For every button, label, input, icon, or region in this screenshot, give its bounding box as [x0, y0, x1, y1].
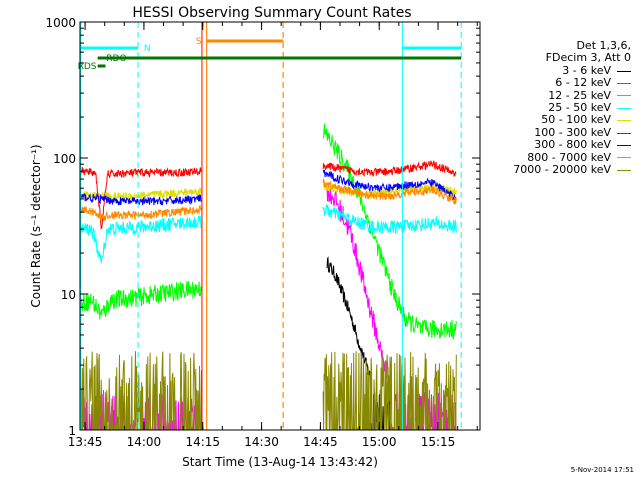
legend-swatch — [617, 120, 631, 122]
legend-entry: 7000 - 20000 keV — [505, 163, 635, 177]
legend-swatch — [617, 144, 631, 146]
legend-swatch — [617, 169, 631, 171]
legend-entry-label: 7000 - 20000 keV — [513, 163, 611, 177]
series-800-7000-keVkev — [79, 177, 457, 222]
legend-swatch — [617, 107, 631, 109]
series-line — [79, 193, 202, 206]
legend-entry-label: 25 - 50 keV — [548, 101, 611, 115]
legend-entry: 12 - 25 keV — [505, 88, 635, 102]
legend-entry-label: 6 - 12 keV — [555, 76, 611, 90]
legend-entry: 3 - 6 keV — [505, 63, 635, 77]
x-axis-label: Start Time (13-Aug-14 13:43:42) — [182, 455, 378, 469]
series-25-50-keVkev — [79, 204, 457, 264]
legend-entry-label: 50 - 100 keV — [541, 113, 611, 127]
x-tick-label: 14:45 — [303, 435, 338, 449]
legend-swatch — [617, 95, 631, 97]
legend-entry: 25 - 50 keV — [505, 101, 635, 115]
legend-entry-label: 12 - 25 keV — [548, 88, 611, 102]
legend-entry: 6 - 12 keV — [505, 76, 635, 90]
legend: Det 1,3,6, FDecim 3, Att 0 3 - 6 keV 6 - … — [505, 39, 635, 177]
legend-swatch — [617, 132, 631, 134]
series-3-6-keVkev — [326, 256, 391, 431]
series-line — [326, 256, 391, 431]
series-line — [79, 281, 202, 320]
series-line — [79, 204, 202, 222]
series-line — [79, 215, 202, 264]
flag-label-s: S — [196, 37, 202, 47]
y-tick-label: 10 — [61, 288, 76, 302]
y-tick-label: 1000 — [45, 16, 76, 30]
x-tick-label: 15:00 — [362, 435, 397, 449]
legend-entry-label: 300 - 800 keV — [534, 138, 611, 152]
x-tick-label: 14:00 — [127, 435, 162, 449]
legend-entry-label: 100 - 300 keV — [534, 125, 611, 139]
flag-label-rdo: RDO — [106, 54, 126, 64]
date-stamp: 5-Nov-2014 17:51 — [570, 466, 634, 474]
legend-swatch — [617, 82, 631, 84]
legend-entry: 50 - 100 keV — [505, 114, 635, 126]
legend-swatch — [617, 70, 631, 72]
legend-header-1: Det 1,3,6, — [576, 39, 631, 52]
legend-entry: 800 - 7000 keV — [505, 150, 635, 164]
legend-swatch — [617, 157, 631, 159]
series-line — [322, 177, 457, 205]
legend-header-2: FDecim 3, Att 0 — [545, 51, 631, 65]
y-tick-label: 1 — [68, 424, 76, 438]
x-tick-label: 14:30 — [244, 435, 279, 449]
legend-entry: 100 - 300 keV — [505, 125, 635, 139]
plot-frame — [79, 21, 481, 431]
legend-entry-label: 800 - 7000 keV — [527, 150, 611, 164]
series-line — [322, 204, 457, 235]
flag-label-rds: RDS — [78, 62, 97, 72]
series-300-800-keVkev — [79, 169, 457, 206]
legend-entry-label: 3 - 6 keV — [562, 63, 611, 77]
series-line — [79, 351, 202, 431]
series-line — [322, 169, 457, 203]
series-line — [322, 159, 457, 178]
x-tick-label: 14:15 — [185, 435, 220, 449]
y-tick-label: 100 — [53, 152, 76, 166]
chart-title: HESSI Observing Summary Count Rates — [132, 5, 411, 21]
x-tick-label: 15:15 — [421, 435, 456, 449]
y-axis-label: Count Rate (s⁻¹ detector⁻¹) — [29, 144, 43, 307]
x-tick-label: 13:45 — [68, 435, 103, 449]
flag-label-n: N — [144, 44, 151, 54]
legend-entry: 300 - 800 keV — [505, 138, 635, 152]
series-7000-20000-keVkev — [79, 351, 457, 432]
